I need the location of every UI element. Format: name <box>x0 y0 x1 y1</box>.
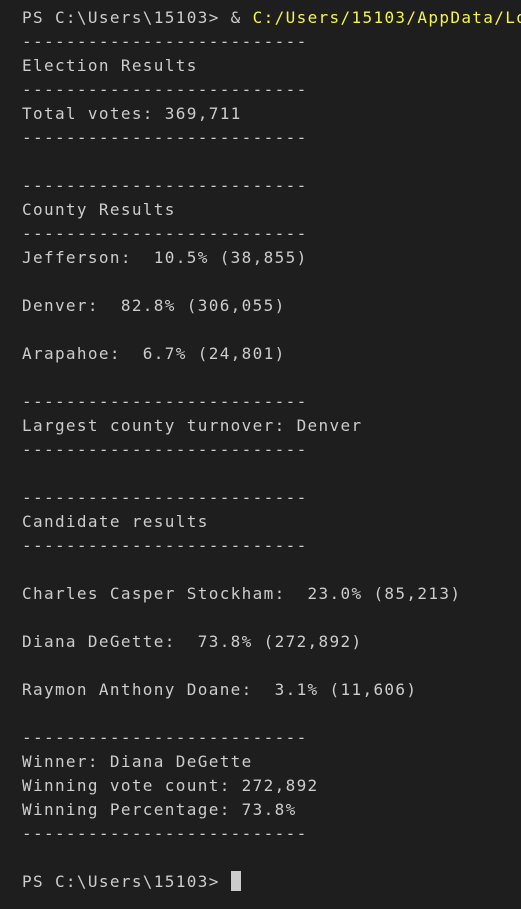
prompt-line: PS C:\Users\15103> <box>22 870 521 894</box>
blank-line <box>22 846 521 870</box>
output-line: -------------------------- <box>22 392 308 411</box>
blank-line <box>22 270 521 294</box>
cursor <box>230 871 241 891</box>
prompt: PS C:\Users\15103> & <box>22 8 242 27</box>
output-line: Total votes: 369,711 <box>22 104 242 123</box>
output-line: Winning vote count: 272,892 <box>22 776 319 795</box>
output-line: -------------------------- <box>22 80 308 99</box>
output-line: Candidate results <box>22 512 209 531</box>
output-line: Election Results <box>22 56 198 75</box>
output-line: Jefferson: 10.5% (38,855) <box>22 248 308 267</box>
command-line: PS C:\Users\15103> & C:/Users/15103/AppDa… <box>22 6 521 30</box>
output-line: -------------------------- <box>22 32 308 51</box>
blank-line <box>22 150 521 174</box>
output-line: -------------------------- <box>22 440 308 459</box>
output-line: Raymon Anthony Doane: 3.1% (11,606) <box>22 680 418 699</box>
output-line: -------------------------- <box>22 224 308 243</box>
output-line: Winner: Diana DeGette <box>22 752 253 771</box>
output-line: -------------------------- <box>22 824 308 843</box>
output-line: Largest county turnover: Denver <box>22 416 363 435</box>
output-line: Diana DeGette: 73.8% (272,892) <box>22 632 363 651</box>
output-line: Denver: 82.8% (306,055) <box>22 296 286 315</box>
blank-line <box>22 462 521 486</box>
output-line: -------------------------- <box>22 176 308 195</box>
output-line: Winning Percentage: 73.8% <box>22 800 297 819</box>
prompt: PS C:\Users\15103> <box>22 872 220 891</box>
output-line: -------------------------- <box>22 488 308 507</box>
output-line: -------------------------- <box>22 128 308 147</box>
blank-line <box>22 558 521 582</box>
output-line: County Results <box>22 200 176 219</box>
output-line: Arapahoe: 6.7% (24,801) <box>22 344 286 363</box>
blank-line <box>22 606 521 630</box>
blank-line <box>22 702 521 726</box>
output-line: Charles Casper Stockham: 23.0% (85,213) <box>22 584 462 603</box>
blank-line <box>22 318 521 342</box>
command-path: C:/Users/15103/AppData/Lo <box>252 8 521 27</box>
blank-line <box>22 366 521 390</box>
blank-line <box>22 654 521 678</box>
output-line: -------------------------- <box>22 728 308 747</box>
output-line: -------------------------- <box>22 536 308 555</box>
